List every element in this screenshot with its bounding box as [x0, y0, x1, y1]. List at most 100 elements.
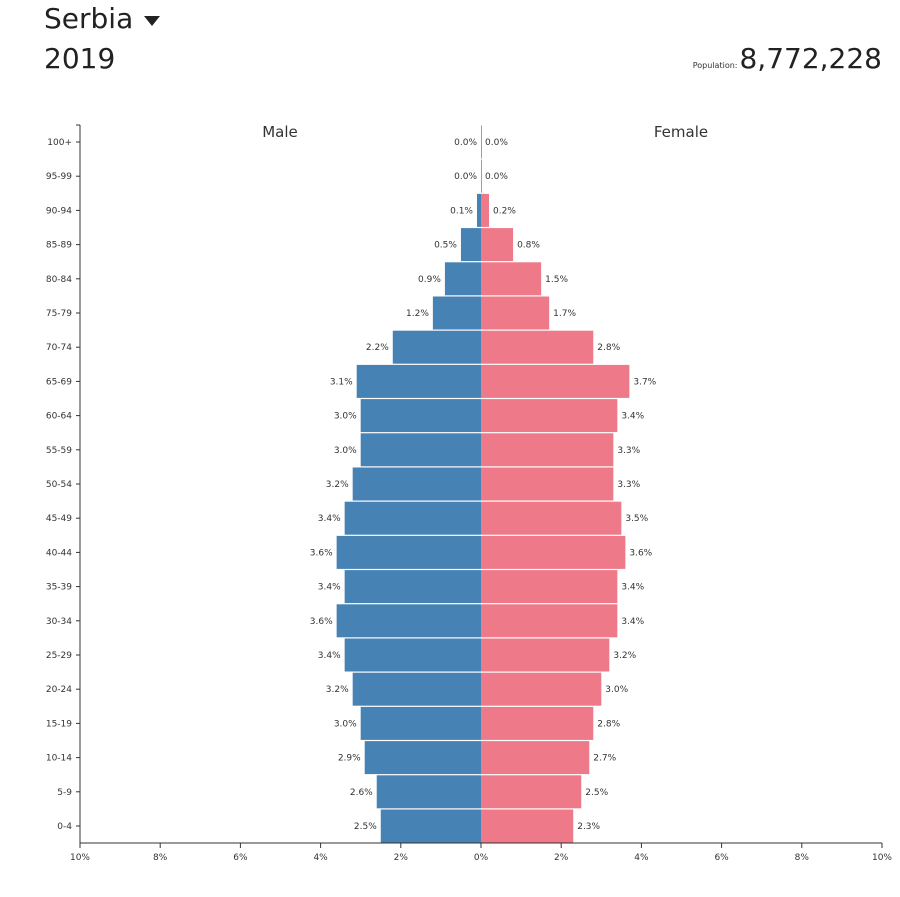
- female-value-label: 3.3%: [617, 480, 640, 490]
- female-bar: [481, 604, 618, 638]
- population-label: Population:: [692, 61, 738, 70]
- female-bar: [481, 330, 594, 364]
- male-value-label: 0.0%: [454, 138, 477, 148]
- x-tick-label: 10%: [70, 853, 90, 863]
- male-bar: [432, 296, 481, 330]
- age-group-label: 50-54: [46, 480, 72, 490]
- female-value-label: 3.3%: [617, 446, 640, 456]
- male-bar: [336, 535, 481, 569]
- age-group-label: 15-19: [46, 719, 72, 729]
- age-group-label: 55-59: [46, 446, 72, 456]
- female-bar: [481, 364, 630, 398]
- female-bar: [481, 193, 490, 227]
- male-value-label: 2.2%: [366, 343, 389, 353]
- age-group-label: 75-79: [46, 309, 72, 319]
- female-bar: [481, 706, 594, 740]
- female-value-label: 2.8%: [597, 343, 620, 353]
- age-group-label: 80-84: [46, 275, 72, 285]
- x-tick-label: 8%: [153, 853, 168, 863]
- female-value-label: 3.4%: [621, 412, 644, 422]
- female-value-label: 3.5%: [625, 514, 648, 524]
- female-value-label: 3.0%: [605, 685, 628, 695]
- female-bar: [481, 228, 514, 262]
- female-value-label: 1.5%: [545, 275, 568, 285]
- year-label: 2019: [44, 42, 116, 75]
- male-value-label: 1.2%: [406, 309, 429, 319]
- female-bar: [481, 125, 482, 159]
- male-bar: [356, 364, 481, 398]
- male-bar: [444, 262, 481, 296]
- male-bar: [344, 570, 481, 604]
- female-bar: [481, 159, 482, 193]
- male-value-label: 2.5%: [354, 822, 377, 832]
- female-bar: [481, 467, 614, 501]
- dropdown-caret-icon[interactable]: [144, 15, 161, 26]
- male-value-label: 3.1%: [330, 377, 353, 387]
- female-bar: [481, 399, 618, 433]
- female-value-label: 0.0%: [485, 172, 508, 182]
- male-value-label: 3.2%: [326, 480, 349, 490]
- female-value-label: 1.7%: [553, 309, 576, 319]
- female-bar: [481, 809, 574, 843]
- male-bar: [364, 741, 481, 775]
- population-display: Population: 8,772,228: [693, 42, 882, 75]
- male-value-label: 0.0%: [454, 172, 477, 182]
- female-bar: [481, 570, 618, 604]
- age-group-label: 30-34: [46, 617, 72, 627]
- male-value-label: 0.1%: [450, 206, 473, 216]
- female-value-label: 3.7%: [633, 377, 656, 387]
- x-tick-label: 10%: [872, 853, 892, 863]
- male-value-label: 3.0%: [334, 719, 357, 729]
- x-tick-label: 2%: [394, 853, 409, 863]
- male-value-label: 0.5%: [434, 241, 457, 251]
- male-value-label: 2.6%: [350, 788, 373, 798]
- female-bar: [481, 638, 610, 672]
- x-tick-label: 6%: [233, 853, 248, 863]
- female-value-label: 2.5%: [585, 788, 608, 798]
- female-value-label: 0.8%: [517, 241, 540, 251]
- female-value-label: 2.3%: [577, 822, 600, 832]
- female-value-label: 3.4%: [621, 583, 644, 593]
- age-group-label: 95-99: [46, 172, 72, 182]
- female-value-label: 2.8%: [597, 719, 620, 729]
- male-bar: [336, 604, 481, 638]
- x-tick-label: 8%: [795, 853, 810, 863]
- male-value-label: 3.0%: [334, 412, 357, 422]
- female-bar: [481, 741, 590, 775]
- male-bar: [460, 228, 481, 262]
- population-value: 8,772,228: [739, 42, 882, 75]
- age-group-label: 65-69: [46, 377, 72, 387]
- male-bar: [344, 501, 481, 535]
- male-bar: [360, 399, 481, 433]
- country-selector[interactable]: Serbia: [44, 2, 161, 35]
- male-value-label: 3.6%: [310, 617, 333, 627]
- male-value-label: 3.2%: [326, 685, 349, 695]
- male-bar: [376, 775, 481, 809]
- male-value-label: 3.4%: [318, 651, 341, 661]
- age-group-label: 40-44: [46, 548, 72, 558]
- female-bar: [481, 262, 542, 296]
- female-bar: [481, 433, 614, 467]
- x-tick-label: 0%: [474, 853, 489, 863]
- age-group-label: 45-49: [46, 514, 72, 524]
- female-title: Female: [654, 123, 708, 141]
- male-bar: [352, 467, 481, 501]
- age-group-label: 10-14: [46, 754, 72, 764]
- female-bar: [481, 501, 622, 535]
- male-bar: [380, 809, 481, 843]
- male-value-label: 3.4%: [318, 583, 341, 593]
- female-bar: [481, 535, 626, 569]
- age-group-label: 0-4: [57, 822, 72, 832]
- male-bar: [352, 672, 481, 706]
- female-bar: [481, 672, 602, 706]
- female-bar: [481, 296, 550, 330]
- x-tick-label: 4%: [313, 853, 328, 863]
- country-name: Serbia: [44, 2, 134, 35]
- male-value-label: 0.9%: [418, 275, 441, 285]
- x-tick-label: 4%: [634, 853, 649, 863]
- male-bar: [360, 706, 481, 740]
- male-value-label: 3.6%: [310, 548, 333, 558]
- x-tick-label: 6%: [714, 853, 729, 863]
- age-group-label: 35-39: [46, 583, 72, 593]
